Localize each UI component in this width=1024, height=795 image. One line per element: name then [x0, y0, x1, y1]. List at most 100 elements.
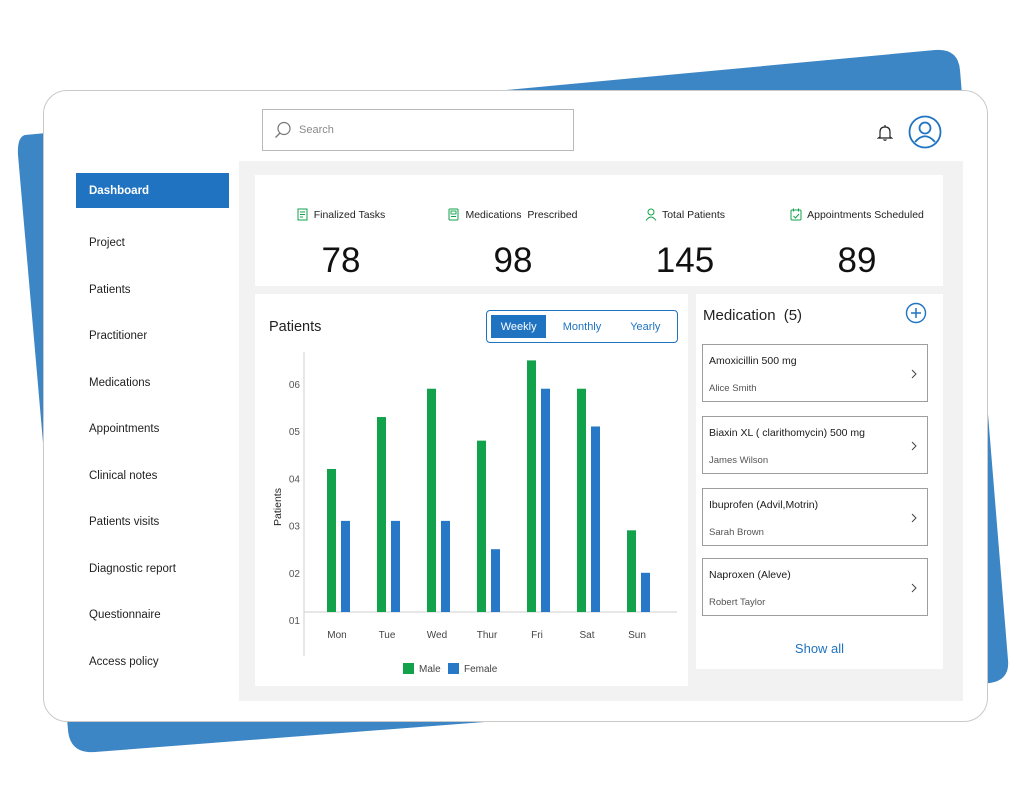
- bar-male-tue: [377, 417, 386, 612]
- plus-circle-icon[interactable]: [905, 302, 927, 324]
- user-avatar-icon[interactable]: [908, 115, 942, 149]
- x-tick-label: Wed: [427, 630, 447, 641]
- stat-value: 78: [321, 241, 361, 280]
- stat-label: Appointments Scheduled: [807, 208, 924, 221]
- bar-female-wed: [441, 520, 450, 612]
- calendar-check-icon: [790, 208, 802, 221]
- medication-title-label: Medication: [703, 307, 776, 324]
- app-window: Dashboard Project Patients Practitioner Medi…: [43, 90, 988, 722]
- stat-heading: Total Patients: [599, 208, 771, 221]
- stat-heading: Medications Prescribed: [427, 208, 599, 221]
- medication-patient: Robert Taylor: [709, 597, 766, 608]
- x-tick-label: Mon: [327, 630, 346, 641]
- sidebar-item-dashboard[interactable]: Dashboard: [76, 173, 229, 208]
- y-axis-title: Patients: [272, 488, 284, 526]
- tab-weekly[interactable]: Weekly: [491, 315, 547, 338]
- sidebar-item-label: Project: [89, 237, 125, 250]
- stat-label: Medications Prescribed: [465, 208, 578, 221]
- y-tick-label: 03: [289, 522, 301, 533]
- sidebar-item-practitioner[interactable]: Practitioner: [76, 313, 229, 360]
- medication-patient: James Wilson: [709, 455, 769, 466]
- bar-male-sat: [577, 388, 586, 612]
- bar-female-sun: [641, 572, 650, 612]
- sidebar-item-patients[interactable]: Patients: [76, 267, 229, 314]
- sidebar-item-label: Patients: [89, 283, 131, 296]
- medication-item[interactable]: Ibuprofen (Advil,Motrin) Sarah Brown: [702, 488, 928, 546]
- stat-value: 89: [837, 241, 877, 280]
- sidebar-item-appointments[interactable]: Appointments: [76, 406, 229, 453]
- bar-male-wed: [427, 388, 436, 612]
- chevron-right-icon: [910, 367, 918, 379]
- sidebar-item-label: Medications: [89, 376, 151, 389]
- x-tick-label: Thur: [477, 630, 498, 641]
- y-tick-label: 06: [289, 380, 301, 391]
- period-toggle: Weekly Monthly Yearly: [486, 310, 678, 343]
- stat-heading: Appointments Scheduled: [771, 208, 943, 221]
- medication-count: (5): [783, 307, 803, 324]
- bar-female-mon: [341, 520, 350, 612]
- stat-card: Total Patients 145: [599, 175, 771, 286]
- medication-patient: Alice Smith: [709, 383, 757, 394]
- search-bar[interactable]: [262, 109, 574, 151]
- sidebar-item-medications[interactable]: Medications: [76, 360, 229, 407]
- legend-swatch-female: [448, 663, 459, 674]
- bar-male-mon: [327, 468, 336, 612]
- x-tick-label: Fri: [531, 630, 543, 641]
- sidebar-item-label: Practitioner: [89, 330, 148, 343]
- chevron-right-icon: [910, 581, 918, 593]
- prescription-icon: [448, 208, 460, 221]
- stat-value: 98: [493, 241, 533, 280]
- y-tick-label: 04: [289, 474, 301, 485]
- medication-item[interactable]: Amoxicillin 500 mg Alice Smith: [702, 344, 928, 402]
- x-tick-label: Sat: [579, 630, 594, 641]
- stat-value: 145: [655, 241, 715, 280]
- person-icon: [645, 208, 657, 221]
- medication-item[interactable]: Biaxin XL ( clarithomycin) 500 mg James W…: [702, 416, 928, 474]
- y-tick-label: 01: [289, 616, 301, 627]
- stat-card: Finalized Tasks 78: [255, 175, 427, 286]
- medication-item[interactable]: Naproxen (Aleve) Robert Taylor: [702, 558, 928, 616]
- tab-monthly[interactable]: Monthly: [562, 320, 602, 333]
- bar-female-sat: [591, 426, 600, 612]
- y-tick-label: 05: [289, 427, 301, 438]
- stat-card: Medications Prescribed 98: [427, 175, 599, 286]
- sidebar-item-label: Appointments: [89, 423, 160, 436]
- search-input[interactable]: [299, 124, 559, 136]
- medication-name: Amoxicillin 500 mg: [709, 355, 797, 367]
- patients-bar-chart: 01 02 03 04 05 06 Patients Mon Tue Wed Thur Fri Sat S…: [272, 352, 677, 675]
- patients-chart-card: Patients Weekly Monthly Yearly 01 02 03 04 05 0…: [255, 294, 688, 686]
- sidebar-item-label: Clinical notes: [89, 469, 158, 482]
- legend-label-male: Male: [419, 664, 441, 675]
- stat-heading: Finalized Tasks: [255, 208, 427, 221]
- bar-female-tue: [391, 520, 400, 612]
- sidebar-item-label: Dashboard: [89, 184, 150, 197]
- sidebar-item-clinical-notes[interactable]: Clinical notes: [76, 453, 229, 500]
- stat-card: Appointments Scheduled 89: [771, 175, 943, 286]
- y-tick-label: 02: [289, 569, 301, 580]
- medication-name: Naproxen (Aleve): [709, 569, 791, 581]
- bar-male-fri: [527, 360, 536, 612]
- stats-row: Finalized Tasks 78 Medications Prescribed 9…: [255, 175, 943, 286]
- legend-swatch-male: [403, 663, 414, 674]
- x-tick-label: Sun: [628, 630, 646, 641]
- sidebar-item-label: Questionnaire: [89, 609, 161, 622]
- medication-name: Ibuprofen (Advil,Motrin): [709, 499, 819, 511]
- show-all-link[interactable]: Show all: [794, 641, 845, 656]
- sidebar-item-access-policy[interactable]: Access policy: [76, 639, 229, 686]
- bar-female-thur: [491, 549, 500, 612]
- bell-icon[interactable]: [876, 124, 894, 142]
- tab-yearly[interactable]: Yearly: [630, 320, 661, 333]
- bar-male-thur: [477, 440, 486, 612]
- stat-label: Finalized Tasks: [313, 208, 386, 221]
- medication-title: Medication (5): [703, 307, 802, 324]
- sidebar-item-diagnostic-report[interactable]: Diagnostic report: [76, 546, 229, 593]
- chart-title: Patients: [269, 319, 322, 335]
- sidebar-item-patients-visits[interactable]: Patients visits: [76, 499, 229, 546]
- sidebar-item-label: Diagnostic report: [89, 562, 176, 575]
- bar-female-fri: [541, 388, 550, 612]
- chevron-right-icon: [910, 511, 918, 523]
- sidebar-item-questionnaire[interactable]: Questionnaire: [76, 592, 229, 639]
- sidebar-nav: Dashboard Project Patients Practitioner Medi…: [76, 173, 229, 685]
- sidebar-item-project[interactable]: Project: [76, 220, 229, 267]
- sidebar-item-label: Access policy: [89, 655, 159, 668]
